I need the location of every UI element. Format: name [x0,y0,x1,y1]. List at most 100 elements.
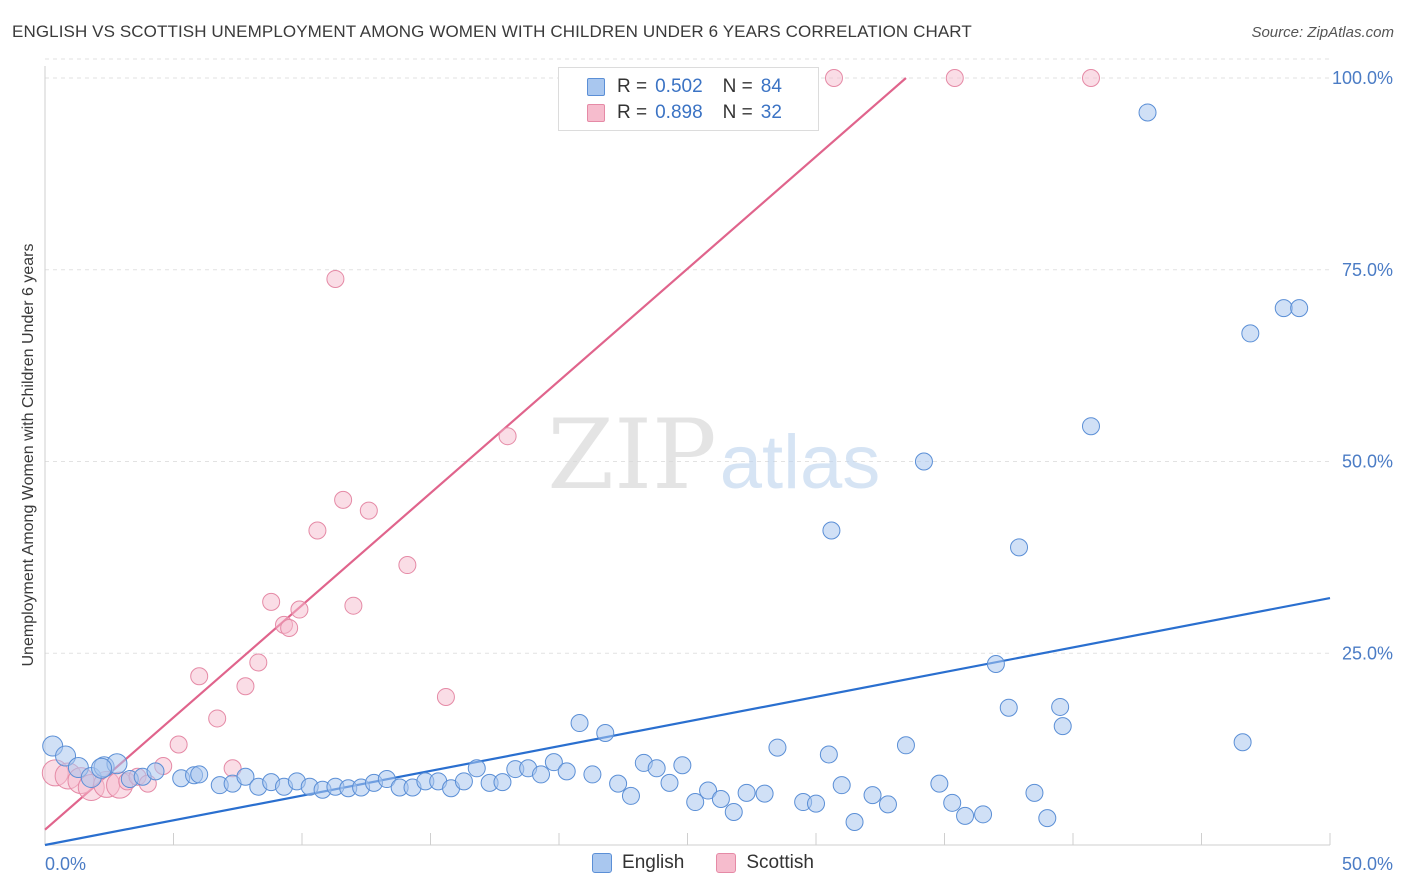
scottish-point [208,709,227,728]
scottish-point [280,618,299,637]
english-r-value: 0.502 [655,76,703,97]
scottish-point [249,653,268,672]
scottish-point [498,427,517,446]
english-point [1051,697,1070,716]
english-point [737,783,756,802]
scottish-n-label: N = [722,102,753,123]
english-point [1290,299,1309,318]
english-point [822,521,841,540]
english-point [724,803,743,822]
scottish-point [190,667,209,686]
english-point [190,765,209,784]
scottish-point [290,600,309,619]
scottish-swatch [587,104,605,122]
x-tick-label-max: 50.0% [1342,854,1393,874]
english-point [454,772,473,791]
english-point [1233,733,1252,752]
trend-line-scottish [44,77,907,831]
grid-lines [45,58,1330,654]
english-point [943,793,962,812]
x-tick-label-min: 0.0% [45,854,86,874]
english-point [647,759,666,778]
english-point [986,654,1005,673]
english-point [807,794,825,813]
english-swatch [587,78,605,96]
english-point [845,812,864,831]
legend-row-english: R = 0.502 N = 84 [587,75,782,99]
english-point [686,793,705,812]
scottish-point [334,490,353,509]
legend-item-scottish[interactable]: Scottish [716,852,814,874]
english-point [91,757,113,779]
english-point [596,724,615,743]
y-tick-label: 100.0% [1332,68,1393,88]
english-point [999,698,1018,717]
english-point [1053,717,1072,736]
scottish-legend-label: Scottish [746,852,814,873]
english-point [930,774,949,793]
english-point [819,745,838,764]
english-legend-swatch [592,853,613,873]
english-point [1274,299,1293,318]
english-point [863,786,882,805]
english-n-value: 84 [760,76,782,97]
english-point [832,776,851,795]
english-point [557,762,576,781]
correlation-legend: R = 0.502 N = 84 R = 0.898 N = 32 [558,67,819,131]
english-point [621,786,640,805]
english-point [1010,538,1029,557]
scottish-point [326,269,345,288]
scottish-point [359,501,378,520]
english-point [1081,417,1100,436]
english-point [660,773,679,792]
scottish-r-label: R = [617,102,648,123]
source-credit: Source: ZipAtlas.com [1251,24,1394,41]
watermark-zip: ZIP [547,399,716,511]
english-point [377,770,396,789]
scottish-point [262,592,281,611]
english-point [570,714,589,733]
scottish-point [344,596,363,615]
english-point [1038,809,1057,828]
english-point [699,781,718,800]
english-point [878,795,897,814]
axes [44,66,1331,846]
scottish-n-value: 32 [760,102,782,123]
english-point [896,736,915,755]
english-point [1138,103,1157,122]
english-point [146,762,165,781]
english-point [532,765,551,784]
english-n-label: N = [722,76,753,97]
english-point [544,753,563,772]
english-point [768,738,787,757]
english-point [467,759,486,778]
english-point [974,805,993,824]
trend-line-english [44,596,1331,847]
english-point [1241,324,1260,343]
scottish-point [236,677,255,696]
y-tick-label: 75.0% [1342,260,1393,280]
legend-item-english[interactable]: English [592,852,684,874]
english-r-label: R = [617,76,648,97]
scottish-point [398,556,417,575]
scottish-point [169,735,188,754]
scottish-point [436,687,455,706]
chart-title: ENGLISH VS SCOTTISH UNEMPLOYMENT AMONG W… [12,22,972,41]
y-tick-label: 50.0% [1342,452,1393,472]
scottish-r-value: 0.898 [655,102,703,123]
english-points [42,103,1309,831]
scottish-point [945,69,964,87]
english-point [914,452,933,471]
english-point [609,774,628,793]
english-point [711,789,730,808]
english-legend-label: English [622,852,685,873]
english-point [1025,783,1044,802]
trend-lines [44,77,1331,847]
english-point [236,767,255,786]
y-tick-label: 25.0% [1342,643,1393,663]
english-point [673,756,692,775]
scottish-point [824,69,843,87]
english-point [956,806,975,825]
series-legend: English Scottish [0,852,1406,874]
